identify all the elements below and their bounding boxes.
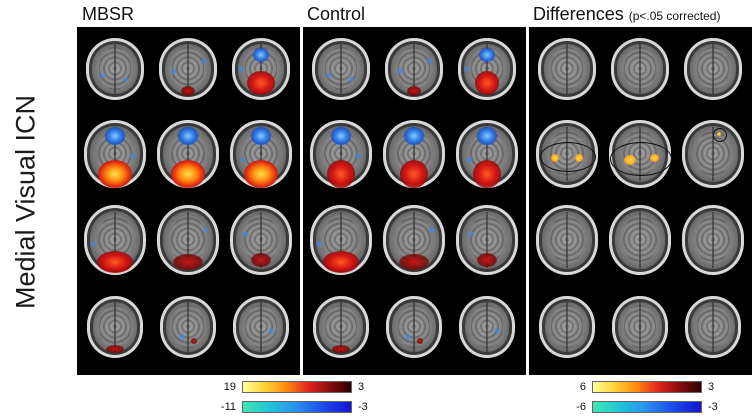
y-axis-label-container: Medial Visual ICN <box>0 28 52 376</box>
activation-cluster <box>475 71 499 95</box>
activation-cluster <box>130 153 136 159</box>
activation-cluster <box>268 328 274 334</box>
activation-cluster <box>477 253 497 267</box>
brain-slice <box>230 205 292 275</box>
cbar-pos-max-label: 6 <box>579 381 586 393</box>
activation-cluster <box>407 86 421 96</box>
activation-cluster <box>173 254 203 270</box>
activation-cluster <box>201 58 207 64</box>
activation-cluster <box>399 160 429 188</box>
panel-mbsr <box>77 27 300 375</box>
activation-cluster <box>356 153 362 159</box>
activation-cluster <box>477 127 497 145</box>
activation-cluster <box>331 127 351 145</box>
activation-cluster <box>417 338 423 344</box>
brain-slice <box>312 38 370 100</box>
activation-cluster <box>316 241 322 247</box>
cbar-neg-gradient <box>242 401 352 413</box>
activation-cluster <box>348 76 354 82</box>
activation-cluster <box>326 72 332 78</box>
cbar-pos-gradient <box>592 381 702 393</box>
brain-slice <box>612 296 668 358</box>
activation-cluster <box>244 160 278 188</box>
group-title-mbsr: MBSR <box>82 4 135 24</box>
activation-cluster <box>494 328 500 334</box>
activation-cluster <box>240 157 246 163</box>
activation-cluster <box>100 72 106 78</box>
brain-slice <box>86 38 144 100</box>
activation-cluster <box>429 227 435 233</box>
activation-cluster <box>468 231 474 237</box>
activation-cluster <box>98 160 132 188</box>
activation-cluster <box>203 227 209 233</box>
activation-cluster <box>472 160 502 188</box>
activation-cluster <box>171 68 177 74</box>
highlight-ellipse <box>713 128 727 142</box>
activation-cluster <box>122 76 128 82</box>
cbar-pos-gradient <box>242 381 352 393</box>
activation-cluster <box>97 251 133 273</box>
brain-slice <box>684 38 742 100</box>
activation-cluster <box>397 68 403 74</box>
significance-note: (p<.05 corrected) <box>628 9 721 23</box>
activation-cluster <box>247 71 275 95</box>
activation-cluster <box>106 345 124 353</box>
highlight-ellipse <box>610 142 672 176</box>
activation-cluster <box>242 231 248 237</box>
activation-cluster <box>466 157 472 163</box>
brain-slice <box>682 120 744 188</box>
activation-cluster <box>479 48 495 62</box>
activation-cluster <box>464 66 470 72</box>
activation-cluster <box>332 345 350 353</box>
cbar-neg-max-label: -11 <box>220 401 236 413</box>
brain-slice <box>685 296 741 358</box>
brain-slice <box>459 296 515 358</box>
activation-cluster <box>90 241 96 247</box>
brain-slice <box>609 205 671 275</box>
brain-slice <box>385 38 443 100</box>
brain-slice <box>536 205 598 275</box>
brain-slice <box>160 296 216 358</box>
activation-cluster <box>179 334 185 340</box>
panel-differences <box>529 27 752 375</box>
cbar-pos-max-label: 19 <box>223 381 236 393</box>
cbar-neg-gradient <box>592 401 702 413</box>
activation-cluster <box>238 66 244 72</box>
activation-cluster <box>326 160 356 188</box>
activation-cluster <box>399 254 429 270</box>
brain-slice <box>611 38 669 100</box>
activation-cluster <box>181 86 195 96</box>
brain-slice <box>539 296 595 358</box>
cbar-neg-min-label: -3 <box>708 401 718 413</box>
activation-cluster <box>404 127 424 145</box>
group-title-differences: Differences (p<.05 corrected) <box>533 4 721 24</box>
activation-cluster <box>253 48 269 62</box>
panel-control <box>303 27 526 375</box>
cbar-neg-min-label: -3 <box>358 401 368 413</box>
activation-cluster <box>251 253 271 267</box>
row-label: Medial Visual ICN <box>10 94 41 310</box>
brain-slice <box>682 205 744 275</box>
activation-cluster <box>251 127 271 145</box>
activation-cluster <box>105 127 125 145</box>
highlight-ellipse <box>540 142 596 172</box>
group-title-control: Control <box>307 4 366 24</box>
brain-slice <box>386 296 442 358</box>
cbar-neg-max-label: -6 <box>576 401 586 413</box>
activation-cluster <box>171 160 205 188</box>
cbar-pos-min-label: 3 <box>708 381 715 393</box>
brain-slice <box>233 296 289 358</box>
activation-cluster <box>323 251 359 273</box>
activation-cluster <box>178 127 198 145</box>
activation-cluster <box>405 334 411 340</box>
activation-cluster <box>427 58 433 64</box>
brain-slice <box>538 38 596 100</box>
cbar-pos-min-label: 3 <box>358 381 365 393</box>
activation-cluster <box>191 338 197 344</box>
